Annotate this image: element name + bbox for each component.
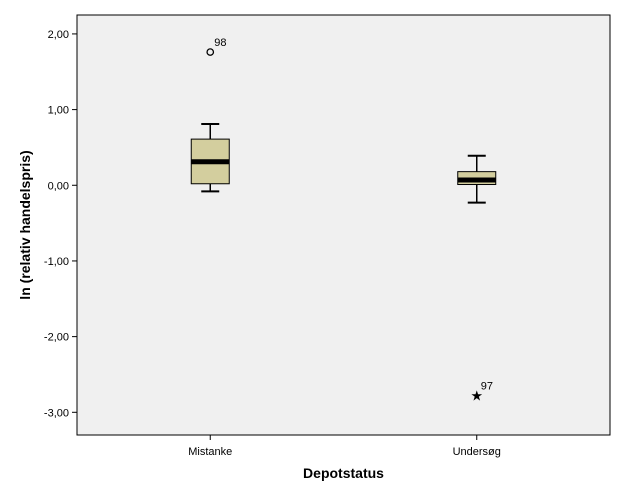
y-tick-label: 2,00 xyxy=(48,29,69,41)
x-tick-label: Mistanke xyxy=(188,446,232,458)
box-undersøg: ★97 xyxy=(457,154,497,405)
plot-area xyxy=(76,14,611,436)
box-mistanke: 98 xyxy=(190,37,230,193)
y-axis-title: ln (relativ handelspris) xyxy=(17,150,33,299)
box-series: 98 ★97 xyxy=(190,37,497,405)
x-tick-label: Undersøg xyxy=(453,446,501,458)
outlier-point xyxy=(206,48,215,56)
y-tick-label: -3,00 xyxy=(44,407,69,419)
x-axis: Mistanke Undersøg xyxy=(188,435,501,458)
y-axis: 2,00 1,00 0,00 -1,00 -2,00 -3,00 xyxy=(44,29,77,419)
y-tick-label: 0,00 xyxy=(48,180,69,192)
x-axis-title: Depotstatus xyxy=(303,465,384,481)
outlier-label: 97 xyxy=(481,381,493,393)
y-tick-label: -1,00 xyxy=(44,256,69,268)
outlier-label: 98 xyxy=(214,37,226,49)
y-tick-label: -2,00 xyxy=(44,332,69,344)
y-tick-label: 1,00 xyxy=(48,105,69,117)
extreme-point: ★ xyxy=(470,389,483,405)
